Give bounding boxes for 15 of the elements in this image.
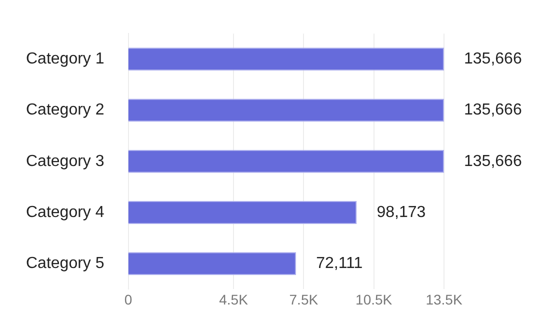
x2-tick-label: 13.5K [426,291,463,308]
y-tick-label: Category 5 [26,255,104,272]
x2-tick-label: 4.5K [219,291,249,308]
x2-tick-label: 10.5K [356,291,393,308]
data-label: 135,666 [464,152,522,170]
y-tick-label: Category 3 [26,152,104,170]
x2-tick-label: 0 [124,291,132,308]
y-tick-label: Category 4 [26,204,104,221]
y-tick-label: Category 1 [26,50,104,68]
y-tick-label: Category 2 [26,102,104,119]
data-label: 135,666 [464,50,522,68]
x2-tick-label: 7.5K [289,291,319,308]
data-label: 98,173 [376,204,426,221]
data-label: 72,111 [316,255,363,272]
data-label: 135,666 [464,102,522,119]
